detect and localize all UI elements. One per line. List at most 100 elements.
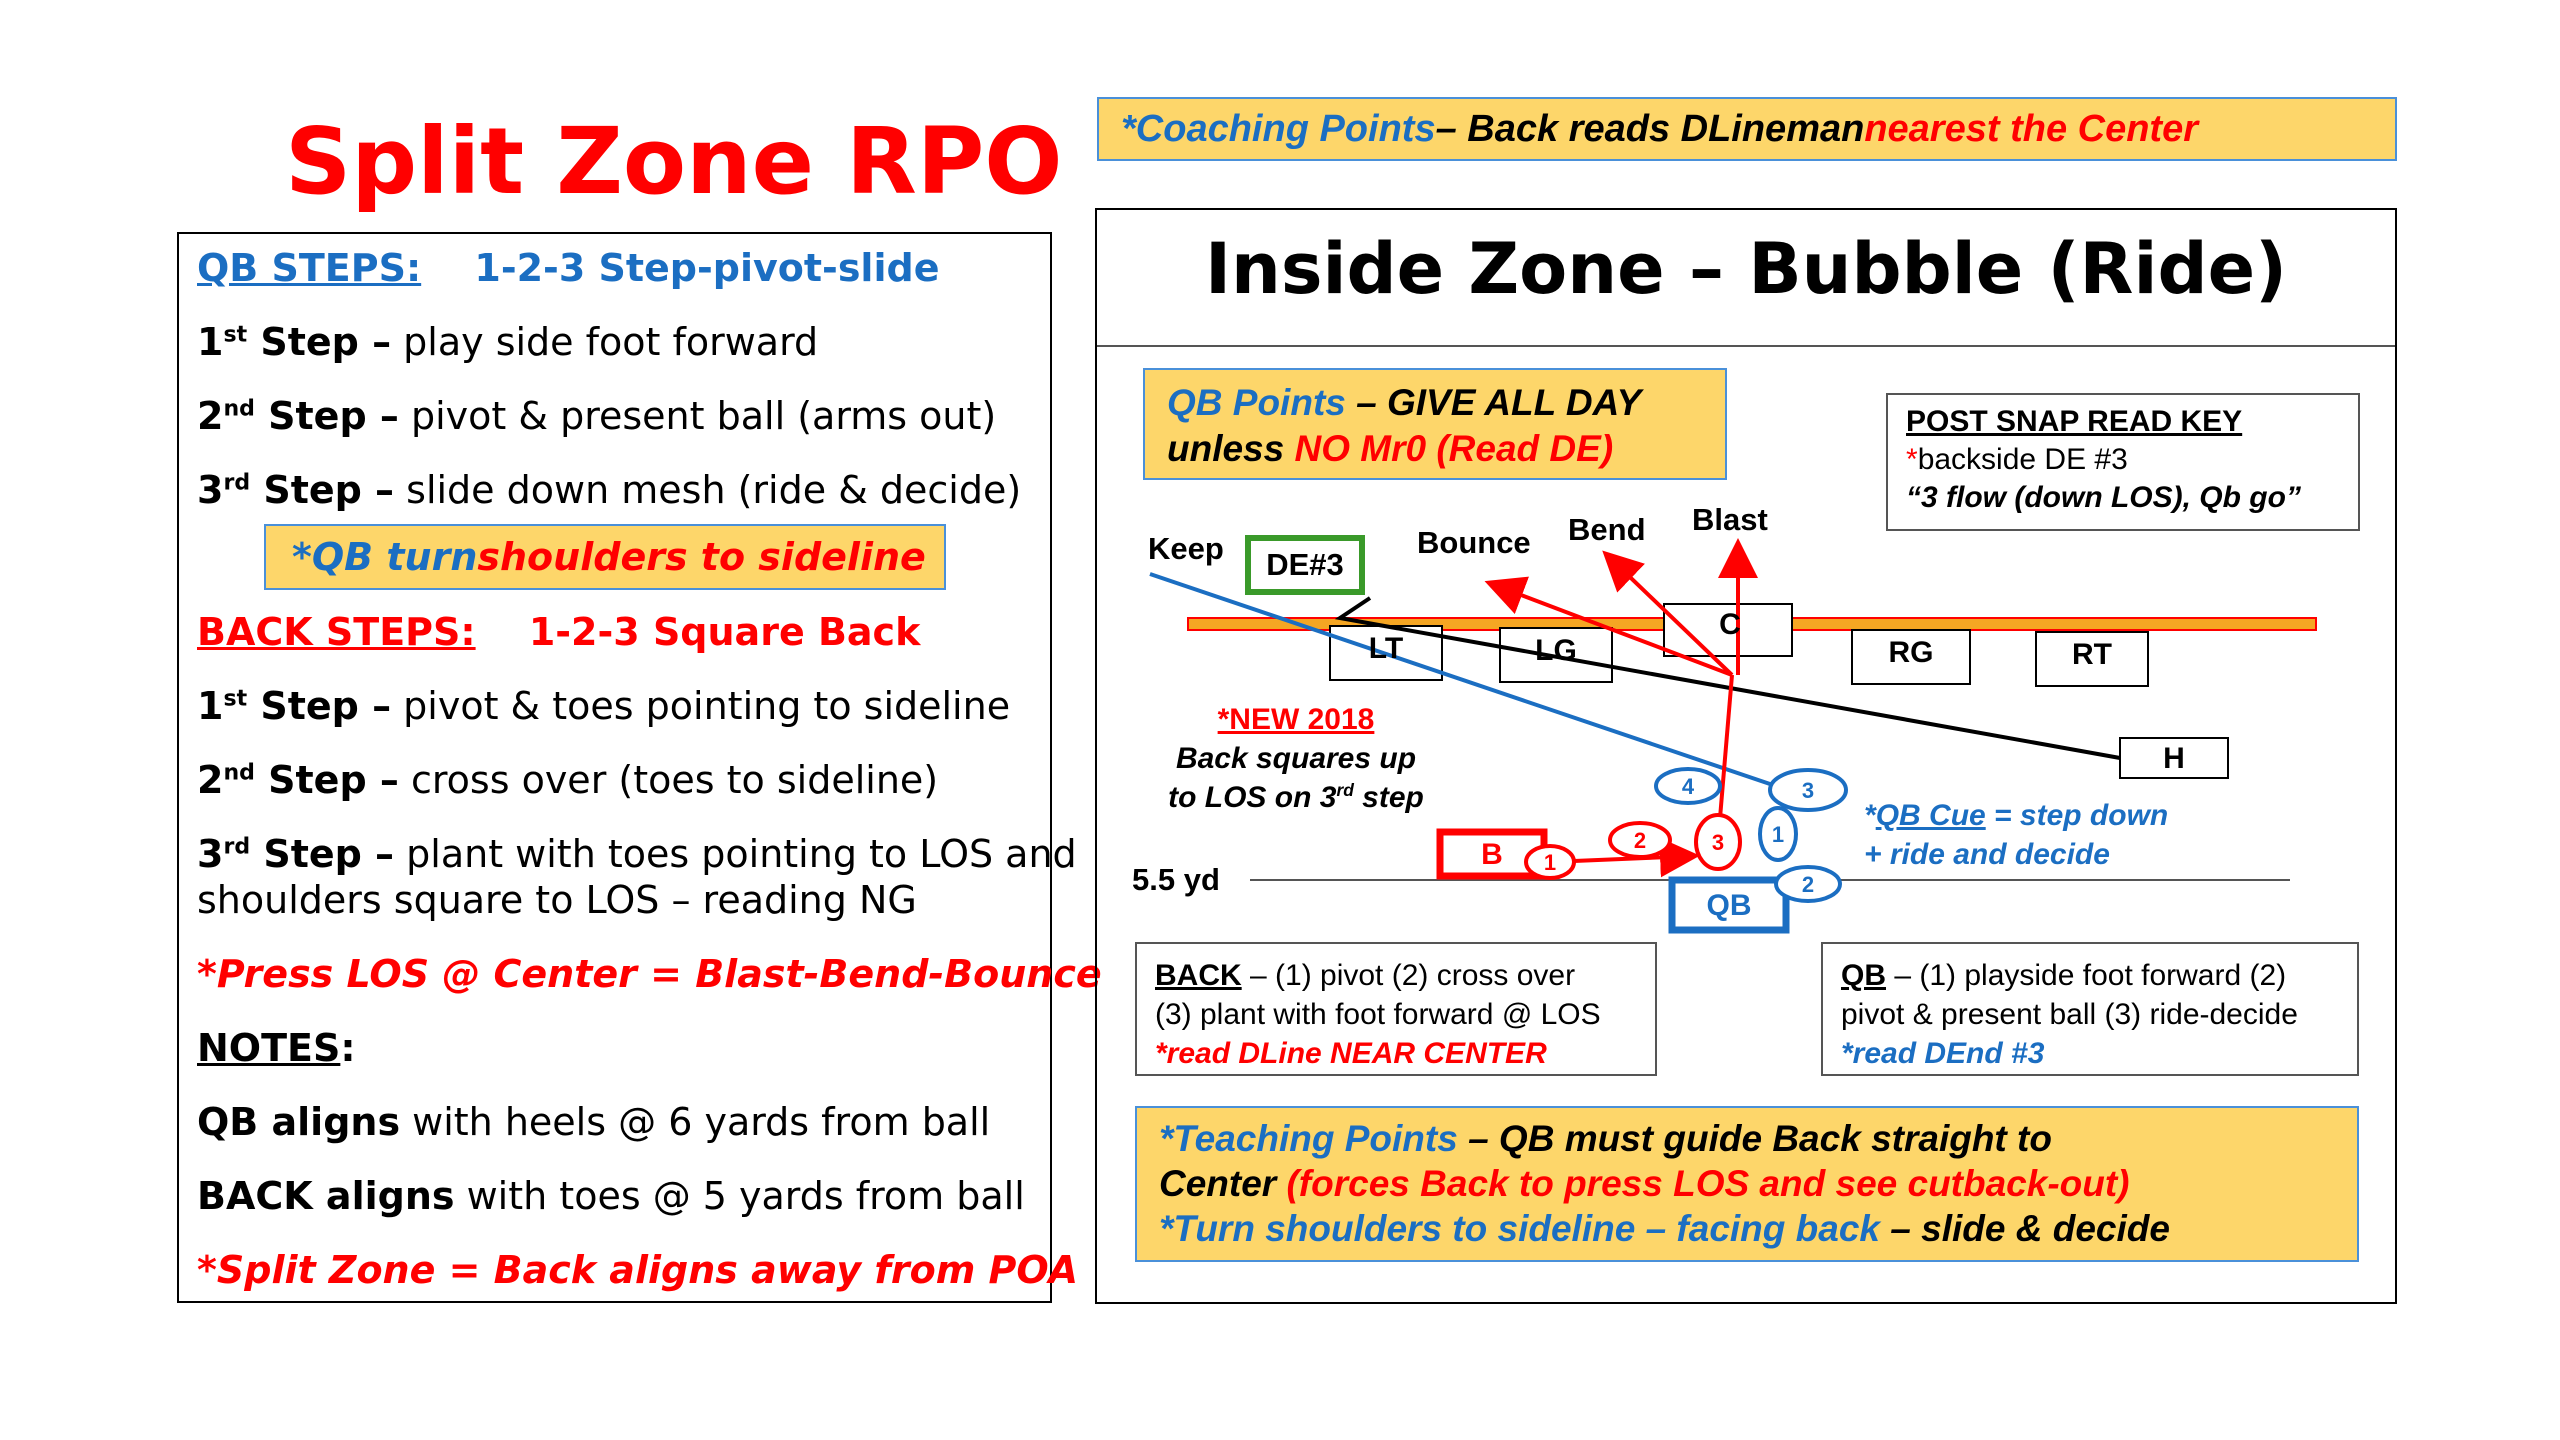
teach-f: – slide & decide xyxy=(1880,1208,2170,1249)
qb-notes-box: QB – (1) playside foot forward (2) pivot… xyxy=(1821,942,2359,1076)
teach-d: (forces Back to press LOS and see cutbac… xyxy=(1286,1163,2130,1204)
notes-colon: : xyxy=(340,1026,356,1070)
back-step-1-num: 1 xyxy=(1544,850,1556,875)
qb-box-line3: *read DEnd #3 xyxy=(1841,1037,2045,1070)
blast-label: Blast xyxy=(1692,502,1768,537)
teach-line1: *Teaching Points – QB must guide Back st… xyxy=(1159,1116,2357,1161)
new-2018-line3: to LOS on 3rd step xyxy=(1146,778,1446,817)
qb-step-3: 3rd Step – slide down mesh (ride & decid… xyxy=(197,468,1021,512)
qb-points-c: unless xyxy=(1167,428,1295,469)
teach-b: – QB must guide Back straight to xyxy=(1457,1118,2052,1159)
back-steps-label: BACK STEPS: xyxy=(197,610,476,654)
back-aligns-label: BACK aligns xyxy=(197,1174,455,1218)
press-los-note: *Press LOS @ Center = Blast-Bend-Bounce xyxy=(197,952,1102,996)
read-key-line1-text: backside DE #3 xyxy=(1917,443,2128,476)
b-label: B xyxy=(1481,838,1503,871)
keep-path xyxy=(1149,572,1771,786)
read-key-line1: *backside DE #3 xyxy=(1906,441,2358,479)
back-step-3-oval xyxy=(1694,813,1742,871)
qb-points-line2: unless NO Mr0 (Read DE) xyxy=(1167,426,1725,472)
back-step-1: 1st Step – pivot & toes pointing to side… xyxy=(197,684,1010,728)
qb-step-1-num: 1 xyxy=(1772,822,1784,847)
qb-turn-b: shoulders to sideline xyxy=(477,535,926,579)
qb-steps-heading: QB STEPS: 1-2-3 Step-pivot-slide xyxy=(197,246,939,290)
de3-label: DE#3 xyxy=(1266,547,1344,582)
back-step-2-number: 2 xyxy=(197,758,224,802)
qb-step-1-label: Step – xyxy=(247,320,392,364)
qb-label: QB xyxy=(1707,889,1752,922)
new-2018-note: *NEW 2018 Back squares up to LOS on 3rd … xyxy=(1146,700,1446,817)
qb-step-3-label: Step – xyxy=(250,468,395,512)
bounce-arrow xyxy=(1484,576,1733,677)
back-box-a: BACK xyxy=(1155,959,1242,992)
qb-step-3-oval xyxy=(1768,768,1848,812)
h-path xyxy=(1334,596,2121,760)
qb-steps-label: QB STEPS: xyxy=(197,246,422,290)
back-aligns-text: with toes @ 5 yards from ball xyxy=(454,1174,1025,1218)
back-step-2-oval xyxy=(1608,821,1672,859)
qb-points-box: QB Points – GIVE ALL DAY unless NO Mr0 (… xyxy=(1143,368,1727,480)
qb-step-1: 1st Step – play side foot forward xyxy=(197,320,818,364)
back-box-line2: (3) plant with foot forward @ LOS xyxy=(1155,998,1601,1031)
new-2018-line2: Back squares up xyxy=(1175,742,1417,775)
qb-step-1-sup: st xyxy=(223,322,248,348)
yd-label: 5.5 yd xyxy=(1132,862,1220,897)
qb-step-1-text: play side foot forward xyxy=(391,320,819,364)
qb-points-b: – GIVE ALL DAY xyxy=(1345,382,1642,423)
read-key-title: POST SNAP READ KEY xyxy=(1906,405,2243,438)
qb-step-1-oval xyxy=(1758,806,1798,862)
qb-box-b: – (1) playside foot forward (2) xyxy=(1886,959,2287,992)
qb-step-2-text: pivot & present ball (arms out) xyxy=(398,394,997,438)
new-2018-line3-b: step xyxy=(1353,781,1424,814)
back-box-line1: BACK – (1) pivot (2) cross over xyxy=(1155,956,1655,995)
back-box-b: – (1) pivot (2) cross over xyxy=(1241,959,1576,992)
read-key-star: * xyxy=(1906,443,1918,476)
diagram-title-divider xyxy=(1097,345,2395,347)
read-key-line2: “3 flow (down LOS), Qb go” xyxy=(1906,481,2301,514)
qb-step-2-num: 2 xyxy=(1802,872,1814,897)
qb-cue-note: *QB Cue = step down + ride and decide xyxy=(1864,796,2168,874)
notes-heading: NOTES: xyxy=(197,1026,356,1070)
keep-label: Keep xyxy=(1148,531,1224,566)
split-zone-note: *Split Zone = Back aligns away from POA xyxy=(197,1248,1079,1292)
qb-cue-b: QB Cue xyxy=(1875,799,1986,832)
back-step-3-cont: shoulders square to LOS – reading NG xyxy=(197,878,917,922)
new-2018-title: *NEW 2018 xyxy=(1217,703,1375,736)
bend-arrow xyxy=(1602,550,1734,677)
rt-label: RT xyxy=(2072,638,2112,671)
qb-step-2: 2nd Step – pivot & present ball (arms ou… xyxy=(197,394,996,438)
teach-line3: *Turn shoulders to sideline – facing bac… xyxy=(1159,1206,2357,1251)
back-notes-box: BACK – (1) pivot (2) cross over (3) plan… xyxy=(1135,942,1657,1076)
qb-box-line1: QB – (1) playside foot forward (2) xyxy=(1841,956,2357,995)
qb-points-line1: QB Points – GIVE ALL DAY xyxy=(1167,380,1725,426)
qb-step-3-sup: rd xyxy=(223,470,251,496)
qb-step-2-sup: nd xyxy=(223,396,255,422)
qb-box xyxy=(1668,876,1790,934)
qb-aligns-text: with heels @ 6 yards from ball xyxy=(400,1100,991,1144)
qb-step-3-num: 3 xyxy=(1802,778,1814,803)
back-step-3: 3rd Step – plant with toes pointing to L… xyxy=(197,832,1077,876)
qb-box-line2: pivot & present ball (3) ride-decide xyxy=(1841,998,2298,1031)
back-step-3-number: 3 xyxy=(197,832,224,876)
qb-cue-a: * xyxy=(1864,799,1876,832)
new-2018-line3-sup: rd xyxy=(1336,780,1354,800)
coaching-b: – Back reads DLineman xyxy=(1435,107,1865,150)
read-key-box: POST SNAP READ KEY *backside DE #3 “3 fl… xyxy=(1886,393,2360,531)
back-step-1-oval xyxy=(1524,844,1576,880)
qb-step-2-number: 2 xyxy=(197,394,224,438)
back-step-1-sup: st xyxy=(223,686,248,712)
qb-points-d: NO Mr0 (Read DE) xyxy=(1294,428,1614,469)
page-title: Split Zone RPO xyxy=(285,108,1063,215)
rg-box xyxy=(1851,629,1971,685)
notes-label: NOTES xyxy=(197,1026,341,1070)
rt-box xyxy=(2035,631,2149,687)
back-step-2-label: Step – xyxy=(254,758,399,802)
back-step-1-label: Step – xyxy=(247,684,392,728)
c-label: C xyxy=(1719,608,1741,641)
qb-cue-line2: + ride and decide xyxy=(1864,838,2110,871)
back-step-1-number: 1 xyxy=(197,684,224,728)
back-steps-value: 1-2-3 Square Back xyxy=(528,610,921,654)
back-step-3-text: plant with toes pointing to LOS and xyxy=(394,832,1077,876)
qb-step-4-oval xyxy=(1654,767,1722,805)
